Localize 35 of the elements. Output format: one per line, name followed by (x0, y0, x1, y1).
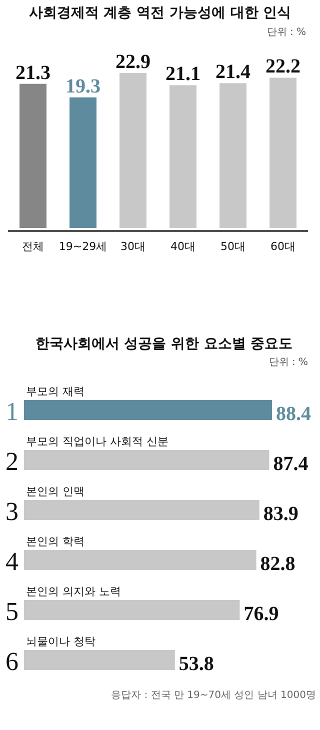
data-label: 53.8 (178, 653, 214, 675)
y-tick-label: 본인의 학력 (26, 535, 84, 548)
y-tick-label: 부모의 직업이나 사회적 신분 (26, 435, 168, 448)
text: 2 (6, 447, 18, 476)
text: 3 (6, 497, 18, 526)
chart-subtitle: 단위 : % (266, 27, 306, 38)
text: 1 (6, 397, 18, 426)
data-label: 19.3 (66, 75, 100, 98)
chart-subtitle: 단위 : % (268, 357, 308, 368)
text: 6 (6, 647, 18, 676)
data-label: 88.4 (276, 403, 311, 425)
y-tick-label: 본인의 의지와 노력 (26, 585, 121, 598)
text: 응답자 : 전국 만 19~70세 성인 남녀 1000명 (111, 690, 316, 701)
x-tick-label: 전체 (22, 240, 44, 253)
data-label: 82.8 (260, 553, 296, 575)
y-tick-label: 부모의 재력 (26, 385, 84, 398)
data-label: 21.4 (216, 61, 250, 84)
data-label: 22.9 (116, 51, 150, 73)
x-tick-label: 30대 (120, 240, 146, 253)
chart-title: 사회경제적 계층 역전 가능성에 대한 인식 (28, 5, 292, 21)
text: 5 (6, 597, 18, 626)
y-tick-label: 뇌물이나 청탁 (26, 635, 96, 648)
x-tick-label: 40대 (170, 240, 196, 253)
x-tick-label: 50대 (220, 240, 246, 253)
data-label: 83.9 (263, 503, 298, 525)
data-label: 21.3 (16, 62, 50, 84)
data-label: 22.2 (266, 56, 300, 78)
data-label: 87.4 (273, 453, 308, 475)
chart-title: 한국사회에서 성공을 위한 요소별 중요도 (35, 336, 293, 352)
data-label: 21.1 (166, 63, 200, 86)
y-tick-label: 본인의 인맥 (26, 485, 84, 498)
x-tick-label: 19~29세 (58, 240, 108, 253)
data-label: 76.9 (244, 603, 279, 625)
text: 4 (6, 547, 18, 576)
x-tick-label: 60대 (270, 240, 296, 253)
